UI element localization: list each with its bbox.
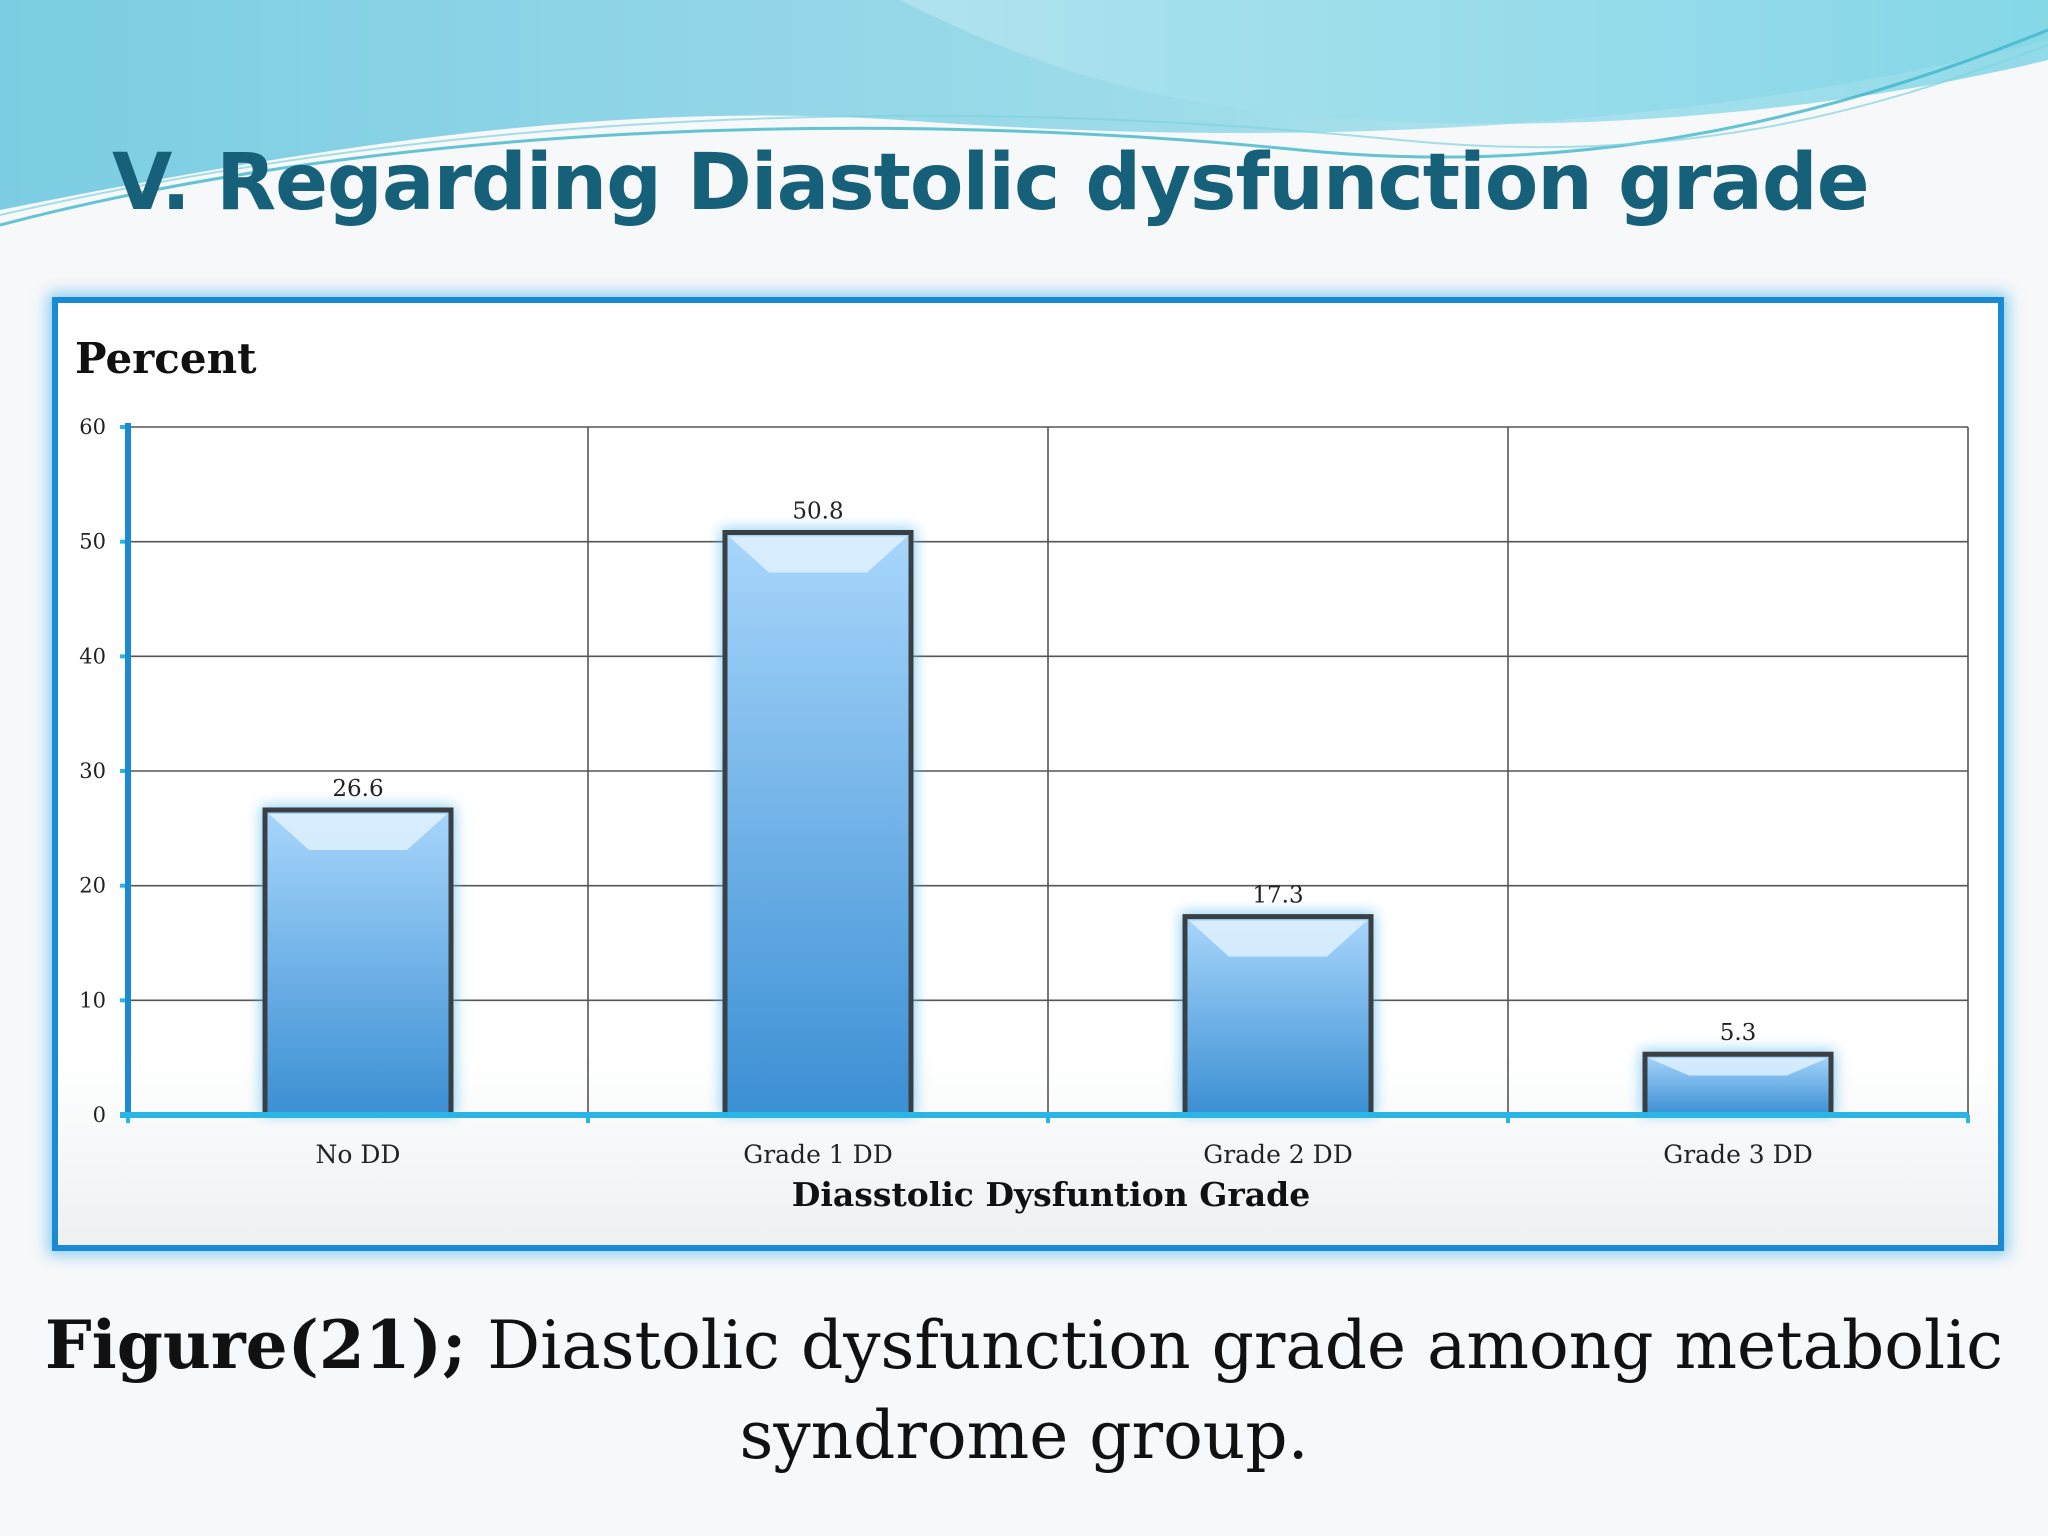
y-axis-label: Percent [75, 334, 257, 383]
caption-text: Diastolic dysfunction grade among metabo… [466, 1307, 2004, 1474]
header-wave-line [0, 28, 2048, 227]
bars [261, 528, 1835, 1118]
x-tick-label: Grade 1 DD [743, 1140, 893, 1169]
y-tick-label: 20 [79, 874, 106, 898]
data-label: 26.6 [332, 776, 383, 802]
bar-bevel-highlight [269, 813, 447, 850]
y-tick-label: 10 [79, 988, 106, 1012]
x-tick-label: Grade 3 DD [1663, 1140, 1813, 1169]
bar [262, 807, 454, 1118]
header-wave-highlight [900, 0, 2048, 124]
chart-frame: Percent Diasstolic Dysfuntion Grade 0 10 2… [52, 297, 2004, 1251]
caption-figure-number: Figure(21); [44, 1306, 467, 1384]
data-label: 50.8 [792, 498, 843, 524]
bar-bevel-highlight [1189, 920, 1367, 957]
x-axis-label: Diasstolic Dysfuntion Grade [792, 1175, 1310, 1214]
y-tick-label: 50 [79, 530, 106, 554]
chart-labels: 0 10 20 30 40 50 60 26.6 No DD 50.8 Grade 1 DD 17.3… [79, 415, 1812, 1169]
bar-bevel-highlight [1649, 1058, 1827, 1076]
x-tick-label: Grade 2 DD [1203, 1140, 1353, 1169]
grid-lines [128, 426, 1969, 1115]
data-label: 5.3 [1720, 1020, 1757, 1046]
x-tick-label: No DD [316, 1140, 401, 1169]
bar [722, 529, 914, 1118]
header-wave-line [0, 44, 2048, 216]
y-tick-label: 40 [79, 644, 106, 668]
y-tick-label: 30 [79, 759, 106, 783]
bar-bevel-highlight [729, 536, 907, 573]
data-label: 17.3 [1252, 883, 1303, 909]
axes [120, 423, 1970, 1123]
slide-title: V. Regarding Diastolic dysfunction grade [112, 138, 1870, 228]
y-tick-label: 0 [93, 1103, 106, 1127]
figure-caption: Figure(21); Diastolic dysfunction grade … [0, 1300, 2048, 1481]
bar-chart: Percent Diasstolic Dysfuntion Grade 0 10 2… [75, 334, 1970, 1214]
y-tick-label: 60 [79, 415, 106, 439]
